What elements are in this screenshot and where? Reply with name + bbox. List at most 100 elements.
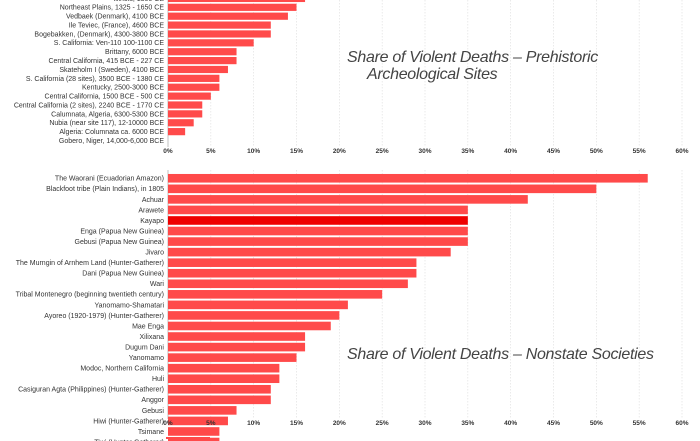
prehistoric-chart-title: Share of Violent Deaths – Prehistoric Arc…: [347, 49, 598, 83]
nonstate-bar: [168, 363, 280, 373]
nonstate-category-label: The Murngin of Arnhem Land (Hunter-Gathe…: [16, 260, 164, 267]
nonstate-title-line: Share of Violent Deaths – Nonstate Socie…: [347, 346, 654, 363]
nonstate-category-label: Dani (Papua New Guinea): [82, 271, 164, 278]
prehistoric-x-tick-label: 30%: [418, 148, 431, 155]
nonstate-category-label: Yanomamo: [129, 355, 164, 362]
nonstate-x-tick-labels: 0% 5% 10% 15% 20% 25% 30% 35% 40% 45% 50% 55% 60%: [163, 420, 688, 427]
nonstate-category-label: The Waorani (Ecuadorian Amazon): [55, 176, 164, 183]
prehistoric-bar: [168, 12, 288, 20]
prehistoric-x-tick-label: 55%: [633, 148, 646, 155]
prehistoric-category-label: Algeria: Columnata ca. 6000 BCE: [59, 129, 164, 136]
prehistoric-bar: [168, 0, 306, 3]
nonstate-bar: [168, 342, 306, 352]
nonstate-bar: [168, 384, 271, 394]
prehistoric-category-label: Bogebakken, (Denmark), 4300-3800 BCE: [34, 31, 164, 38]
nonstate-bar: [168, 173, 648, 183]
prehistoric-category-label: S. California: Ven-110 100-1100 CE: [54, 40, 165, 47]
nonstate-bar: [168, 279, 408, 289]
prehistoric-bar: [168, 128, 186, 136]
prehistoric-bar: [168, 92, 211, 100]
nonstate-bar: [168, 258, 417, 267]
prehistoric-category-label: Illinois, 1300 CE: [113, 0, 164, 3]
nonstate-bars: [168, 173, 648, 441]
prehistoric-x-tick-labels: 0% 5% 10% 15% 20% 25% 30% 35% 40% 45% 50% 55% 60%: [163, 148, 688, 155]
prehistoric-title-line: Archeological Sites: [366, 66, 498, 83]
nonstate-bar: [168, 226, 468, 236]
prehistoric-x-tick-label: 15%: [290, 148, 303, 155]
nonstate-category-label: Casiguran Agta (Philippines) (Hunter-Gat…: [18, 387, 164, 394]
nonstate-category-label: Tribal Montenegro (beginning twentieth c…: [16, 292, 164, 299]
nonstate-x-tick-label: 60%: [675, 420, 688, 427]
nonstate-category-label: Hiwi (Hunter-Gatherer): [93, 418, 164, 425]
prehistoric-category-label: Central California (2 sites), 2240 BCE -…: [14, 102, 165, 109]
nonstate-x-tick-label: 0%: [163, 420, 173, 427]
prehistoric-bar: [168, 48, 237, 56]
nonstate-bar: [168, 247, 451, 257]
nonstate-category-label: Anggor: [141, 397, 164, 404]
nonstate-bar: [168, 184, 597, 194]
nonstate-category-label: Achuar: [142, 197, 165, 204]
prehistoric-category-label: Skateholm I (Sweden), 4100 BCE: [59, 67, 164, 74]
nonstate-category-labels: The Waorani (Ecuadorian Amazon) Blackfoot…: [16, 176, 165, 441]
nonstate-bar: [168, 374, 280, 384]
nonstate-x-tick-label: 30%: [418, 420, 431, 427]
nonstate-bar: [168, 406, 237, 415]
prehistoric-bar: [168, 110, 203, 118]
prehistoric-bar: [168, 57, 237, 65]
legend-swatch: [166, 437, 210, 439]
nonstate-bar: [168, 395, 271, 405]
prehistoric-x-tick-label: 60%: [675, 148, 688, 155]
prehistoric-bar: [168, 65, 228, 74]
nonstate-bar: [168, 205, 468, 215]
nonstate-chart: The Waorani (Ecuadorian Amazon) Blackfoot…: [16, 170, 689, 441]
prehistoric-x-tick-label: 0%: [163, 148, 173, 155]
nonstate-bar: [168, 195, 528, 204]
prehistoric-bars: [168, 0, 306, 136]
prehistoric-x-tick-label: 25%: [376, 148, 389, 155]
nonstate-x-tick-label: 20%: [333, 420, 346, 427]
nonstate-bar: [168, 416, 228, 426]
nonstate-bar: [168, 237, 468, 246]
nonstate-x-tick-label: 35%: [461, 420, 474, 427]
nonstate-x-tick-label: 25%: [376, 420, 389, 427]
prehistoric-x-tick-label: 10%: [247, 148, 260, 155]
nonstate-category-label: Tiwi (Hunter-Gatherer): [94, 439, 164, 441]
nonstate-bar: [168, 321, 331, 331]
nonstate-category-label: Ayoreo (1920-1979) (Hunter-Gatherer): [44, 313, 164, 320]
prehistoric-bar: [168, 83, 220, 91]
prehistoric-category-labels: Illinois, 1300 CE Northeast Plains, 1325 …: [14, 0, 165, 145]
nonstate-bar: [168, 427, 220, 436]
nonstate-bar: [168, 353, 297, 362]
nonstate-category-label: Tsimane: [138, 429, 164, 436]
nonstate-x-tick-label: 15%: [290, 420, 303, 427]
nonstate-category-label: Blackfoot tribe (Plain Indians), in 1805: [46, 186, 164, 193]
prehistoric-title-line: Share of Violent Deaths – Prehistoric: [347, 49, 598, 66]
nonstate-x-tick-label: 50%: [590, 420, 603, 427]
nonstate-bar: [168, 268, 417, 278]
nonstate-bar: [168, 437, 220, 441]
prehistoric-category-label: S. California (28 sites), 3500 BCE - 138…: [26, 76, 164, 83]
nonstate-category-label: Enga (Papua New Guinea): [80, 228, 164, 235]
prehistoric-category-label: Calumnata, Algeria, 6300-5300 BCE: [51, 111, 164, 118]
prehistoric-x-tick-label: 35%: [461, 148, 474, 155]
nonstate-bar: [168, 216, 468, 225]
nonstate-category-label: Xilixana: [139, 334, 164, 341]
prehistoric-category-label: Central California, 415 BCE - 227 CE: [48, 58, 164, 65]
nonstate-category-label: Yanomamo-Shamatari: [94, 302, 164, 309]
prehistoric-bar: [168, 119, 194, 127]
prehistoric-category-label: Northeast Plains, 1325 - 1650 CE: [60, 5, 165, 12]
prehistoric-chart: Illinois, 1300 CE Northeast Plains, 1325 …: [14, 0, 689, 155]
nonstate-category-label: Arawete: [138, 207, 164, 214]
nonstate-bar: [168, 311, 340, 320]
prehistoric-category-label: Kentucky, 2500-3000 BCE: [82, 85, 164, 92]
nonstate-x-tick-label: 45%: [547, 420, 560, 427]
prehistoric-category-label: Brittany, 6000 BCE: [105, 49, 164, 56]
prehistoric-bar: [168, 30, 271, 38]
prehistoric-category-label: Gobero, Niger, 14,000-6,000 BCE: [59, 138, 164, 145]
nonstate-x-tick-label: 55%: [633, 420, 646, 427]
nonstate-category-label: Gebusi: [142, 408, 165, 415]
nonstate-category-label: Wari: [150, 281, 165, 288]
nonstate-category-label: Modoc, Northern California: [80, 366, 164, 373]
nonstate-bar: [168, 290, 383, 299]
